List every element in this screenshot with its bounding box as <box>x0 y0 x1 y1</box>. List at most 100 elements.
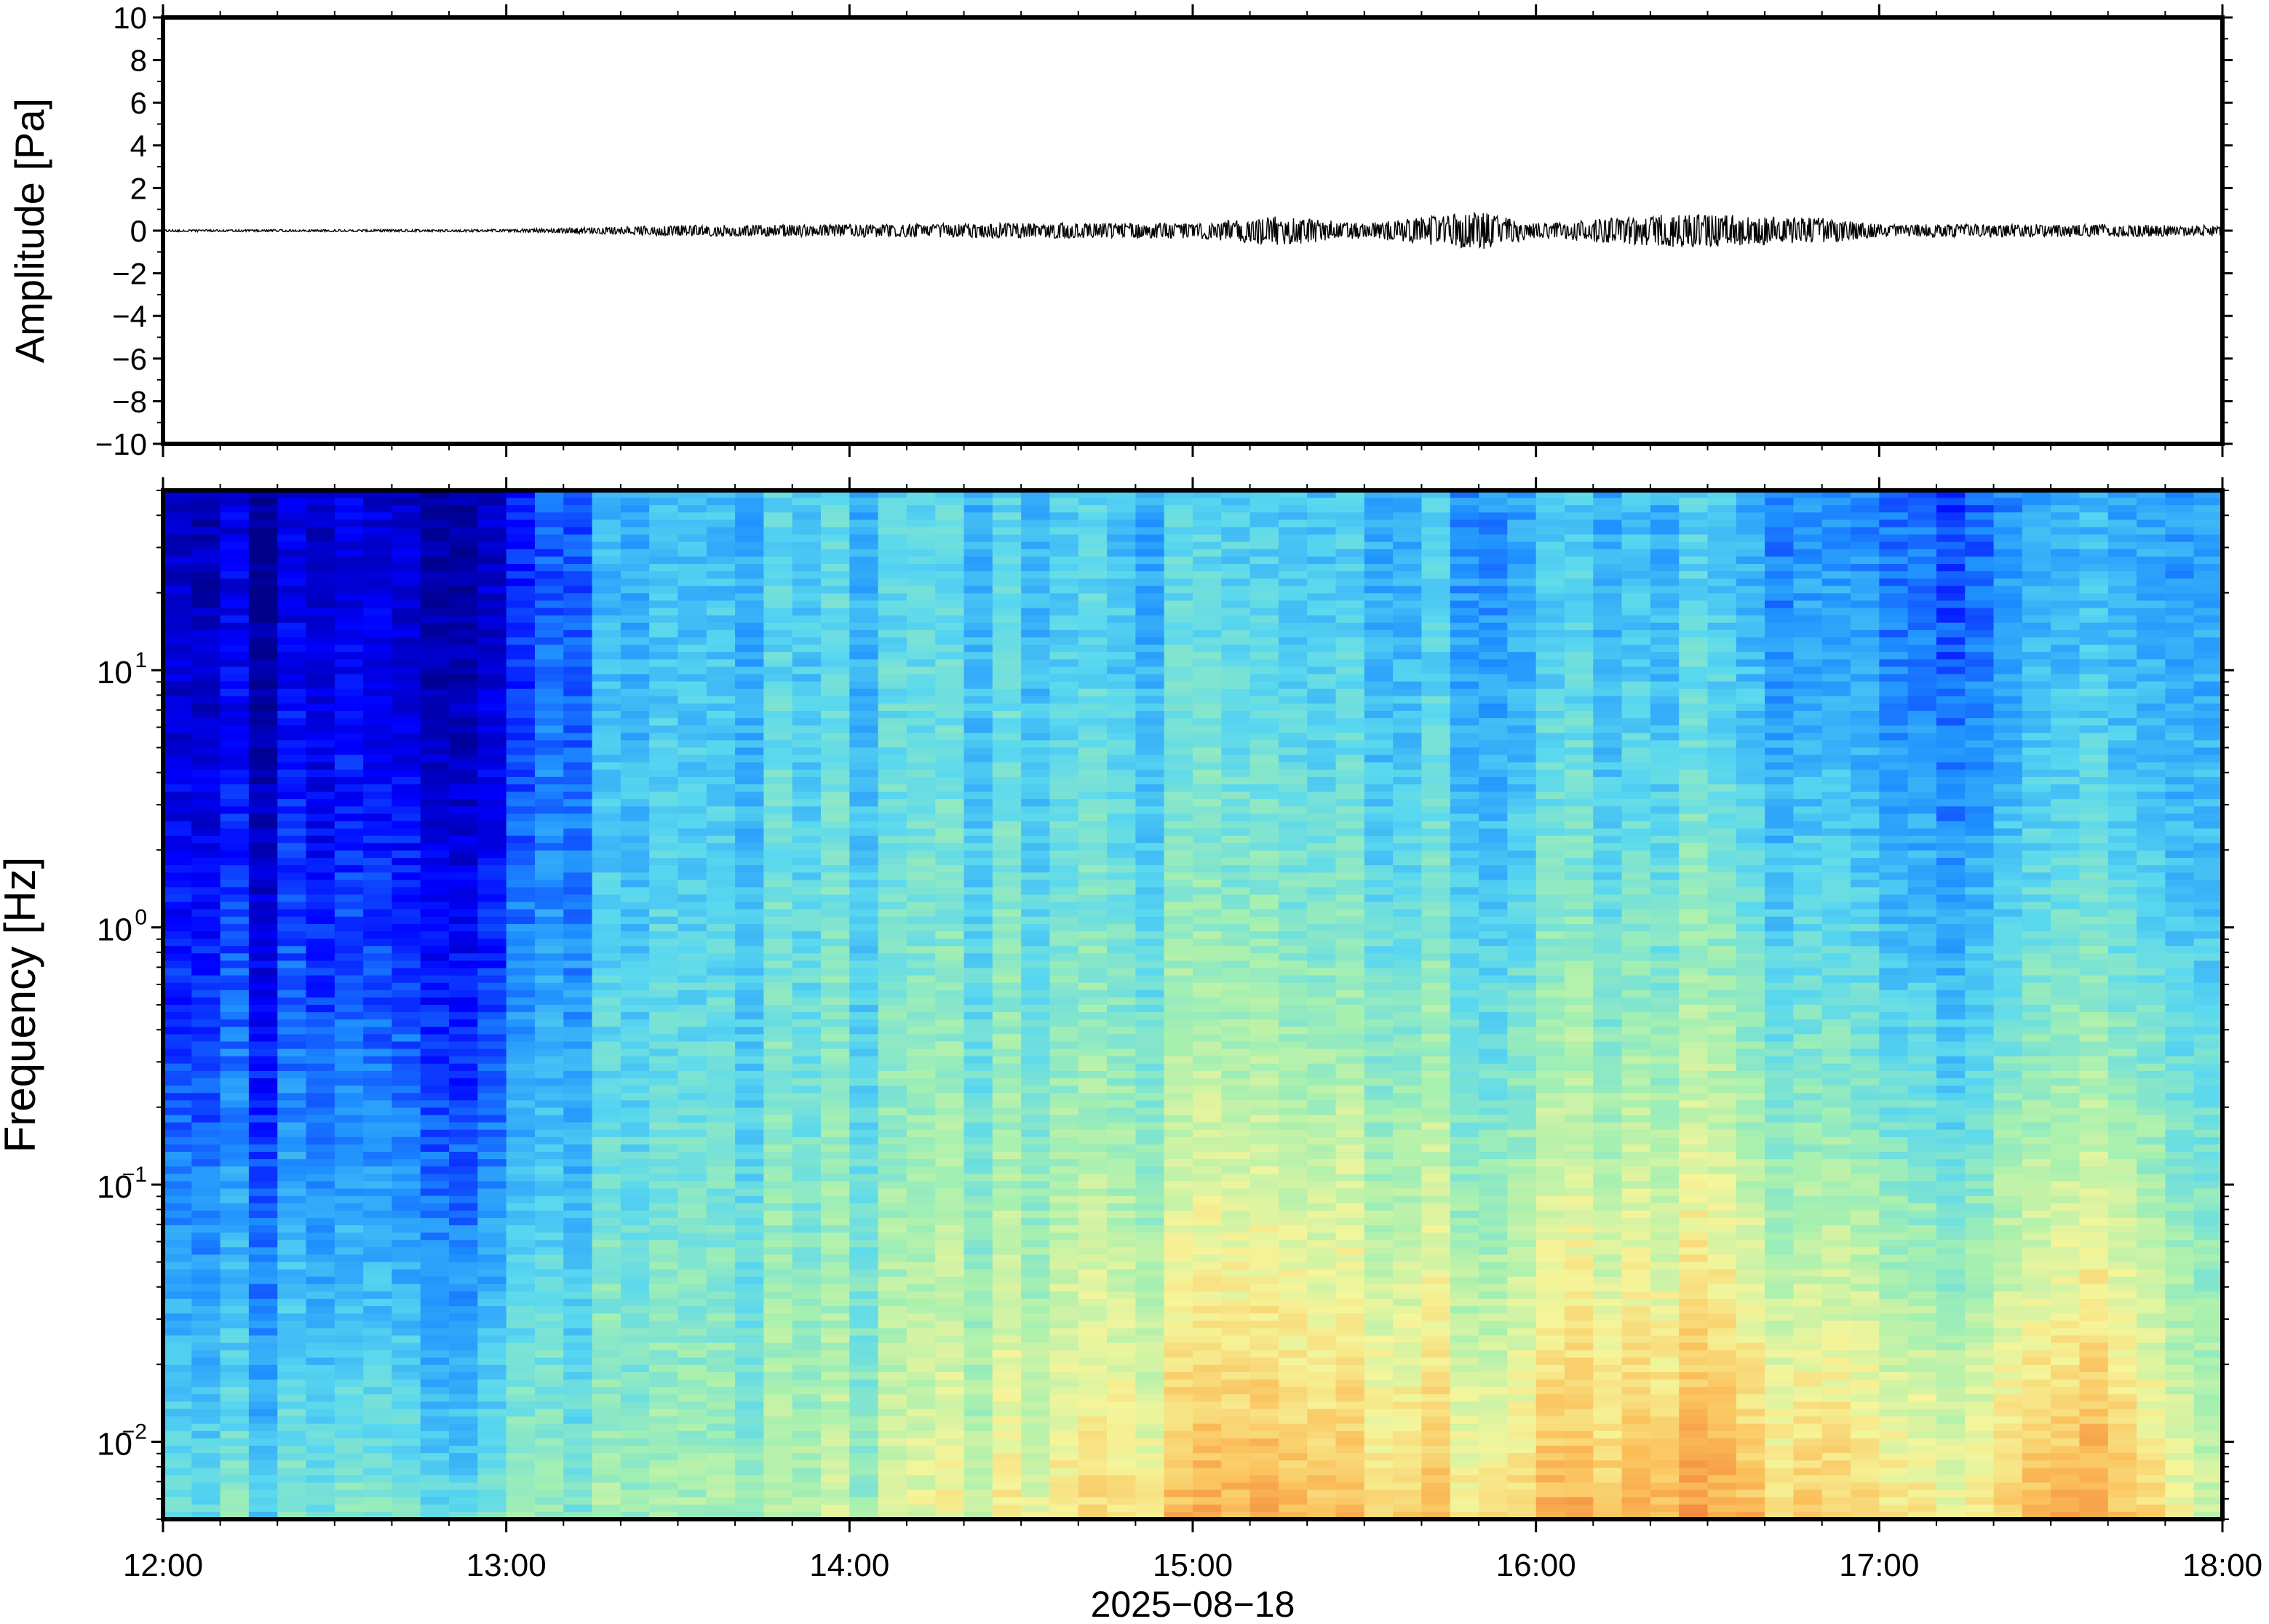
spectrogram-cell <box>534 1019 565 1028</box>
spectrogram-cell <box>1078 880 1108 888</box>
spectrogram-cell <box>363 1005 393 1013</box>
spectrogram-cell <box>563 1078 593 1086</box>
spectrogram-cell <box>163 1401 193 1410</box>
spectrogram-cell <box>506 645 536 653</box>
spectrogram-cell <box>992 1152 1022 1160</box>
spectrogram-cell <box>534 960 565 969</box>
spectrogram-cell <box>277 799 307 808</box>
spectrogram-cell <box>821 1328 851 1337</box>
spectrogram-cell <box>706 711 736 719</box>
spectrogram-cell <box>1107 923 1137 932</box>
spectrogram-cell <box>248 755 279 763</box>
spectrogram-cell <box>191 1269 221 1278</box>
spectrogram-cell <box>563 549 593 557</box>
spectrogram-cell <box>534 1056 565 1064</box>
spectrogram-cell <box>220 1159 250 1167</box>
spectrogram-cell <box>1135 946 1165 955</box>
spectrogram-cell <box>1135 688 1165 697</box>
spectrogram-cell <box>449 1019 479 1028</box>
spectrogram-cell <box>792 1225 822 1233</box>
spectrogram-cell <box>649 586 679 594</box>
spectrogram-cell <box>163 916 193 925</box>
spectrogram-cell <box>935 1041 965 1050</box>
spectrogram-cell <box>849 1041 879 1050</box>
spectrogram-cell <box>849 1364 879 1373</box>
spectrogram-cell <box>878 674 907 682</box>
spectrogram-cell <box>248 1041 279 1050</box>
spectrogram-cell <box>420 769 450 778</box>
spectrogram-cell <box>849 1468 879 1476</box>
spectrogram-cell <box>878 1262 907 1270</box>
spectrogram-cell <box>620 1063 650 1072</box>
spectrogram-cell <box>334 512 364 521</box>
spectrogram-cell <box>248 733 279 741</box>
spectrogram-cell <box>220 1174 250 1182</box>
spectrogram-cell <box>277 1269 307 1278</box>
spectrogram-cell <box>191 1335 221 1344</box>
spectrogram-cell <box>506 498 536 506</box>
spectrogram-cell <box>620 1511 650 1520</box>
spectrogram-cell <box>534 901 565 910</box>
spectrogram-cell <box>677 1438 707 1446</box>
spectrogram-cell <box>963 1364 993 1373</box>
spectrogram-cell <box>878 1152 907 1160</box>
spectrogram-cell <box>649 629 679 638</box>
spectrogram-cell <box>649 1423 679 1432</box>
spectrogram-cell <box>277 1313 307 1322</box>
spectrogram-cell <box>220 1409 250 1417</box>
spectrogram-cell <box>392 688 421 697</box>
spectrogram-cell <box>334 1070 364 1079</box>
spectrogram-cell <box>392 1144 421 1153</box>
spectrogram-cell <box>992 652 1022 661</box>
spectrogram-cell <box>821 939 851 947</box>
spectrogram-cell <box>649 1086 679 1094</box>
spectrogram-cell <box>163 1203 193 1211</box>
spectrogram-cell <box>248 1262 279 1270</box>
spectrogram-cell <box>649 1357 679 1366</box>
spectrogram-cell <box>849 828 879 837</box>
spectrogram-cell <box>1049 1240 1079 1249</box>
spectrogram-cell <box>306 1262 335 1270</box>
spectrogram-cell <box>420 637 450 645</box>
spectrogram-cell <box>649 549 679 557</box>
spectrogram-cell <box>706 733 736 741</box>
spectrogram-cell <box>563 645 593 653</box>
spectrogram-cell <box>763 960 793 969</box>
spectrogram-cell <box>1021 821 1051 829</box>
spectrogram-cell <box>449 1504 479 1513</box>
spectrogram-cell <box>1049 505 1079 514</box>
spectrogram-cell <box>392 520 421 528</box>
spectrogram-cell <box>534 666 565 675</box>
spectrogram-cell <box>849 1056 879 1064</box>
spectrogram-cell <box>963 806 993 815</box>
spectrogram-cell <box>191 997 221 1006</box>
spectrogram-cell <box>163 806 193 815</box>
spectrogram-cell <box>506 1078 536 1086</box>
spectrogram-cell <box>248 806 279 815</box>
spectrogram-cell <box>906 953 937 962</box>
spectrogram-cell <box>477 1048 507 1057</box>
spectrogram-cell <box>420 1453 450 1461</box>
spectrogram-cell <box>677 740 707 749</box>
spectrogram-cell <box>763 1181 793 1190</box>
spectrogram-cell <box>563 821 593 829</box>
spectrogram-cell <box>935 1511 965 1520</box>
spectrogram-cell <box>392 843 421 851</box>
spectrogram-cell <box>620 498 650 506</box>
spectrogram-cell <box>163 1115 193 1123</box>
spectrogram-cell <box>649 1306 679 1314</box>
spectrogram-cell <box>763 1152 793 1160</box>
spectrogram-cell <box>821 578 851 587</box>
spectrogram-cell <box>420 1387 450 1396</box>
spectrogram-cell <box>677 512 707 521</box>
spectrogram-cell <box>935 901 965 910</box>
spectrogram-cell <box>220 718 250 726</box>
spectrogram-cell <box>735 931 765 939</box>
spectrogram-cell <box>849 843 879 851</box>
spectrogram-cell <box>477 674 507 682</box>
spectrogram-cell <box>277 549 307 557</box>
spectrogram-cell <box>620 556 650 565</box>
spectrogram-cell <box>1135 534 1165 543</box>
spectrogram-cell <box>534 1291 565 1299</box>
spectrogram-cell <box>592 975 621 984</box>
